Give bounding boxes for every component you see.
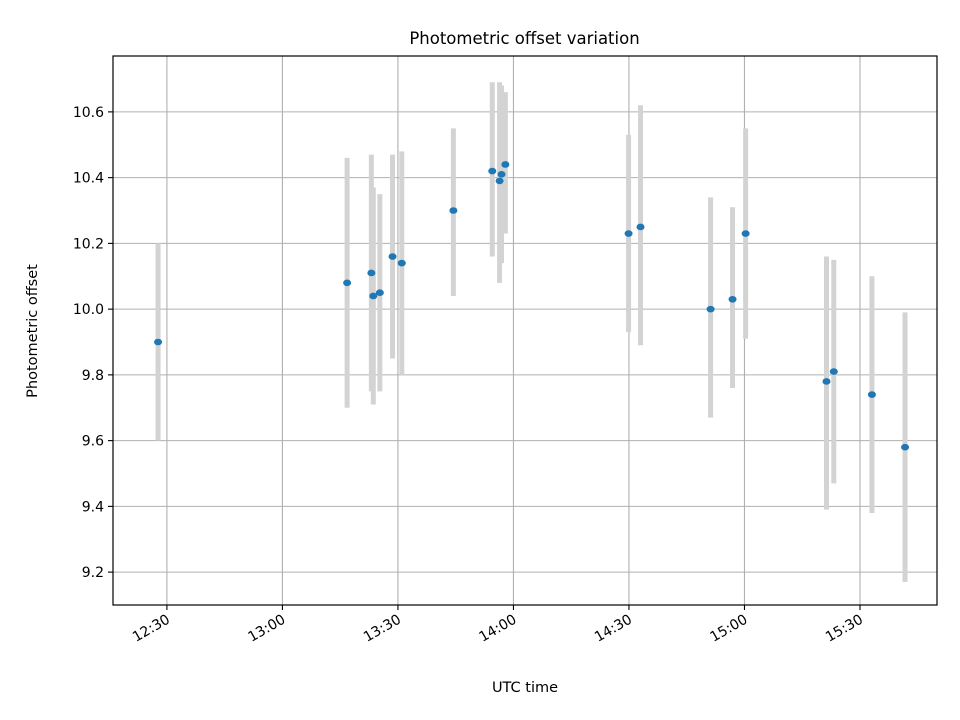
x-tick-label: 14:00 [476, 612, 519, 646]
data-point [449, 207, 458, 214]
x-tick-label: 12:30 [130, 612, 173, 646]
data-point [367, 269, 376, 277]
data-point [636, 223, 645, 231]
data-point [495, 177, 504, 185]
data-point [728, 295, 737, 303]
data-point [488, 167, 497, 175]
y-tick-label: 9.4 [82, 499, 104, 515]
y-tick-label: 10.0 [73, 302, 104, 318]
y-axis-label: Photometric offset [25, 264, 41, 398]
error-bars [155, 82, 908, 582]
data-point [706, 305, 715, 313]
x-tick-label: 15:30 [823, 612, 866, 646]
data-point [829, 368, 838, 375]
data-point [397, 259, 406, 267]
data-point [741, 230, 750, 237]
grid [113, 56, 937, 605]
data-point [369, 292, 378, 300]
y-tick-label: 9.8 [82, 368, 104, 384]
y-tick-label: 9.2 [82, 565, 104, 581]
x-tick-label: 13:30 [361, 612, 404, 646]
y-tick-label: 10.4 [73, 171, 104, 187]
data-point [624, 230, 633, 237]
chart-title: Photometric offset variation [409, 29, 639, 48]
data-point [501, 161, 510, 168]
data-point [497, 171, 506, 178]
y-tick-label: 9.6 [82, 434, 104, 450]
x-tick-label: 15:00 [708, 612, 751, 646]
x-axis-label: UTC time [492, 680, 558, 696]
data-point [343, 279, 352, 287]
data-points [154, 161, 910, 451]
x-tick-label: 14:30 [592, 612, 635, 646]
data-point [375, 289, 384, 296]
data-point [822, 378, 831, 385]
data-point [867, 391, 876, 398]
data-point [901, 443, 910, 451]
data-point [388, 253, 397, 260]
data-point [154, 338, 163, 346]
y-tick-label: 10.2 [73, 236, 104, 252]
plot-frame [112, 55, 938, 606]
x-tick-label: 13:00 [245, 612, 288, 646]
y-tick-label: 10.6 [73, 105, 104, 121]
